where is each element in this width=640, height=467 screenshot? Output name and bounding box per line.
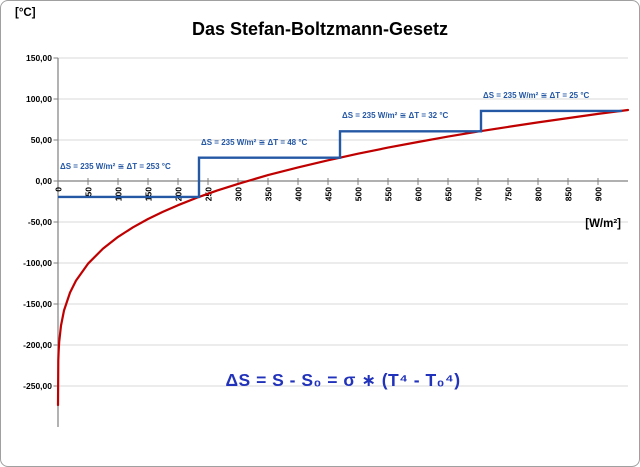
- x-tick-label: 550: [384, 187, 394, 201]
- y-tick-label: -50,00: [28, 217, 52, 227]
- x-tick-label: 700: [474, 187, 484, 201]
- x-tick-label: 500: [354, 187, 364, 201]
- temperature-curve: [56, 108, 630, 407]
- x-tick-label: 450: [324, 187, 334, 201]
- x-tick-label: 0: [54, 187, 64, 192]
- y-tick-label: 0,00: [35, 176, 52, 186]
- formula: ΔS = S - S₀ = σ ∗ (T⁴ - T₀⁴): [225, 370, 461, 390]
- x-tick-label: 350: [264, 187, 274, 201]
- y-tick-label: 150,00: [26, 53, 52, 63]
- y-tick-label: -150,00: [23, 299, 52, 309]
- x-tick-label: 800: [534, 187, 544, 201]
- y-tick-label: -100,00: [23, 258, 52, 268]
- x-tick-label: 50: [84, 187, 94, 197]
- step-annotation: ΔS = 235 W/m² ≅ ΔT = 48 °C: [201, 137, 308, 147]
- x-tick-label: 400: [294, 187, 304, 201]
- x-tick-label: 300: [234, 187, 244, 201]
- chart-title: Das Stefan-Boltzmann-Gesetz: [191, 19, 449, 39]
- x-tick-label: 900: [594, 187, 604, 201]
- y-tick-label: 100,00: [26, 94, 52, 104]
- y-tick-label: -200,00: [23, 340, 52, 350]
- y-tick-label: 50,00: [31, 135, 53, 145]
- x-tick-label: 200: [174, 187, 184, 201]
- step-annotation: ΔS = 235 W/m² ≅ ΔT = 25 °C: [483, 90, 590, 100]
- x-tick-label: 150: [144, 187, 154, 201]
- y-tick-label: -250,00: [23, 381, 52, 391]
- step-annotation: ΔS = 235 W/m² ≅ ΔT = 32 °C: [342, 111, 449, 121]
- y-axis-unit-label: [°C]: [15, 7, 36, 19]
- x-tick-label: 850: [564, 187, 574, 201]
- x-axis-unit-label: [W/m²]: [585, 218, 621, 230]
- x-tick-label: 750: [504, 187, 514, 201]
- x-tick-label: 100: [114, 187, 124, 201]
- flux-step-lines: [58, 109, 622, 199]
- step-annotation: ΔS = 235 W/m² ≅ ΔT = 253 °C: [60, 161, 171, 171]
- x-tick-label: 650: [444, 187, 454, 201]
- x-tick-label: 600: [414, 187, 424, 201]
